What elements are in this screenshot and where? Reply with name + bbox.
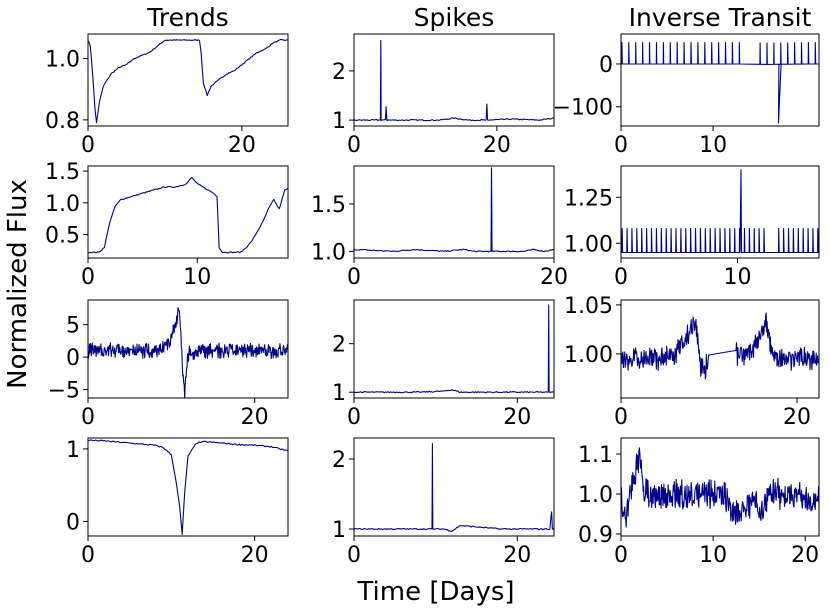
panel-r3c2: 0 10 20 0.9 1.0 1.1 [578, 437, 820, 568]
x-tick-label-r2c2-1: 20 [783, 405, 811, 430]
panel-r2c0: 0 20−505 [48, 299, 289, 430]
x-tick-label-r0c0-0: 0 [81, 133, 95, 158]
axes-frame-r3c2 [620, 437, 820, 537]
y-tick-label-r3c0-0: 0 [66, 510, 80, 535]
x-tick-label-r1c0-1: 10 [183, 265, 211, 290]
panel-r2c2: 0 20 1.00 1.05 [564, 294, 820, 430]
y-tick-label-r2c2-1: 1.05 [564, 294, 613, 319]
y-tick-label-r1c0-0: 0.5 [45, 224, 80, 249]
series-line-r1c0 [88, 176, 288, 254]
x-tick-label-r3c0-1: 20 [241, 543, 269, 568]
y-tick-label-r0c1-0: 1 [332, 109, 346, 134]
y-tick-label-r1c0-1: 1.0 [45, 192, 80, 217]
series-line-r3c2 [621, 447, 819, 528]
column-title-spikes: Spikes [414, 3, 495, 32]
series-line-r1c1 [354, 167, 554, 253]
x-tick-label-r3c1-0: 0 [347, 543, 361, 568]
x-tick-label-r1c0-0: 0 [81, 265, 95, 290]
y-tick-label-r3c2-1: 1.0 [578, 483, 613, 508]
y-tick-label-r1c1-0: 1.0 [311, 240, 346, 265]
y-tick-label-r2c1-1: 2 [332, 333, 346, 358]
y-tick-label-r2c0-2: 5 [66, 314, 80, 339]
series-line-r2c0 [88, 307, 288, 398]
x-tick-label-r3c2-0: 0 [614, 543, 628, 568]
panel-r1c2: 0 10 1.00 1.25 [564, 165, 820, 290]
series-line-r2c1 [354, 304, 554, 394]
series-line-r3c1 [354, 443, 554, 532]
column-title-trends: Trends [146, 3, 228, 32]
x-tick-label-r0c0-1: 20 [228, 133, 256, 158]
y-tick-label-r1c2-0: 1.00 [564, 232, 613, 257]
y-tick-label-r2c1-0: 1 [332, 381, 346, 406]
x-tick-label-r2c0-1: 20 [241, 405, 269, 430]
y-tick-label-r1c0-2: 1.5 [45, 160, 80, 185]
panel-r3c1: 0 20 1 2 [332, 437, 555, 568]
panel-r0c1: 0 20 1 2 [332, 33, 555, 158]
column-title-inverse-transit: Inverse Transit [629, 3, 812, 32]
axes-frame-r2c0 [87, 299, 289, 399]
panel-r2c1: 0 20 1 2 [332, 299, 555, 430]
y-tick-label-r0c2-1: 0 [599, 53, 613, 78]
panel-r1c1: 0 20 1.0 1.5 [311, 165, 568, 290]
x-axis-label: Time [Days] [356, 577, 514, 607]
x-tick-label-r1c2-1: 10 [723, 265, 751, 290]
axes-frame-r3c0 [87, 437, 289, 537]
x-tick-label-r2c1-1: 20 [503, 405, 531, 430]
y-tick-label-r0c0-1: 1.0 [45, 48, 80, 73]
x-tick-label-r2c1-0: 0 [347, 405, 361, 430]
series-line-r0c0 [88, 39, 288, 124]
y-tick-label-r3c1-1: 2 [332, 448, 346, 473]
x-tick-label-r0c1-0: 0 [347, 133, 361, 158]
axes-frame-r1c2 [620, 165, 820, 259]
series-line-r1c2 [621, 169, 819, 254]
y-tick-label-r1c1-1: 1.5 [311, 193, 346, 218]
y-tick-label-r2c0-1: 0 [66, 346, 80, 371]
y-tick-label-r2c2-0: 1.00 [564, 343, 613, 368]
x-tick-label-r3c0-0: 0 [81, 543, 95, 568]
x-tick-label-r1c1-0: 0 [347, 265, 361, 290]
axes-frame-r1c0 [87, 165, 289, 259]
axes-frame-r0c0 [87, 33, 289, 127]
axes-frame-r0c1 [353, 33, 555, 127]
panel-r0c0: 0 20 0.8 1.0 [45, 33, 289, 158]
y-tick-label-r0c0-0: 0.8 [45, 109, 80, 134]
y-tick-label-r2c0-0: −5 [48, 379, 80, 404]
series-line-r0c1 [354, 39, 554, 122]
x-tick-label-r0c2-1: 10 [699, 133, 727, 158]
y-tick-label-r3c2-0: 0.9 [578, 523, 613, 548]
y-tick-label-r3c0-1: 1 [66, 438, 80, 463]
y-tick-label-r1c2-1: 1.25 [564, 186, 613, 211]
series-line-r3c0 [88, 439, 288, 536]
x-tick-label-r1c1-1: 20 [540, 265, 568, 290]
y-tick-label-r3c1-0: 1 [332, 518, 346, 543]
axes-frame-r3c1 [353, 437, 555, 537]
axes-frame-r2c1 [353, 299, 555, 399]
axes-frame-r1c1 [353, 165, 555, 259]
panel-r3c0: 0 20 0 1 [66, 437, 289, 568]
series-line-r0c2 [621, 42, 819, 124]
x-tick-label-r3c2-1: 10 [699, 543, 727, 568]
y-axis-label: Normalized Flux [3, 179, 33, 389]
x-tick-label-r3c1-1: 20 [503, 543, 531, 568]
x-tick-label-r0c1-1: 20 [483, 133, 511, 158]
x-tick-label-r3c2-2: 20 [791, 543, 819, 568]
x-tick-label-r2c2-0: 0 [614, 405, 628, 430]
series-line-r2c2 [621, 312, 819, 380]
y-tick-label-r0c2-0: −100 [553, 96, 613, 121]
y-tick-label-r3c2-2: 1.1 [578, 443, 613, 468]
axes-frame-r2c2 [620, 299, 820, 399]
axes-frame-r0c2 [620, 33, 820, 127]
x-tick-label-r2c0-0: 0 [81, 405, 95, 430]
y-tick-label-r0c1-1: 2 [332, 60, 346, 85]
panel-r1c0: 0 10 0.5 1.0 1.5 [45, 160, 289, 290]
x-tick-label-r1c2-0: 0 [614, 265, 628, 290]
x-tick-label-r0c2-0: 0 [614, 133, 628, 158]
